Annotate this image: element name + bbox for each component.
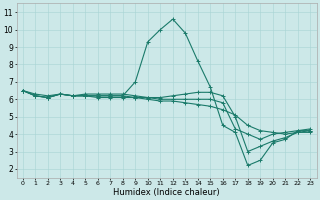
X-axis label: Humidex (Indice chaleur): Humidex (Indice chaleur) [113,188,220,197]
